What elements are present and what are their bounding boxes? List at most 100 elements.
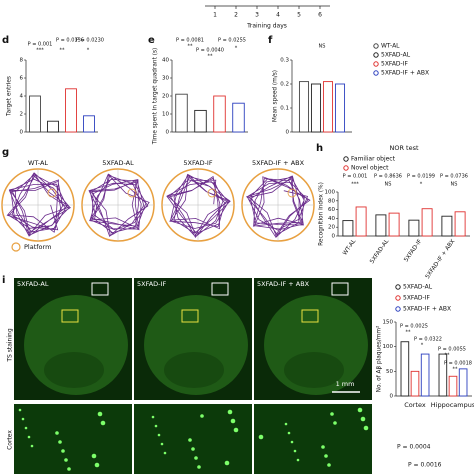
image: [14, 404, 132, 474]
y-tick-label: 0.2: [280, 82, 289, 88]
scale-bar-label: 1 mm: [336, 380, 355, 388]
platform-icon: [11, 242, 21, 252]
y-axis-label: Recognition index (%): [319, 182, 325, 246]
y-tick-label: 100: [383, 344, 394, 350]
plaque: [233, 427, 239, 433]
annotation: P = 0.0040: [196, 48, 224, 54]
x-tick-label: 5XFAD-IF + ABX: [425, 239, 457, 281]
plaque: [227, 409, 233, 415]
y-tick-label: 20: [162, 94, 169, 100]
x-tick-label: 5XFAD-AL: [369, 238, 390, 265]
panel-letter: h: [316, 143, 323, 154]
plaque: [58, 440, 62, 444]
plaque: [100, 420, 106, 426]
annotation: P = 0.001: [28, 42, 53, 48]
plaque: [258, 434, 264, 440]
row-label: TS staining: [7, 328, 14, 362]
swim-path: [166, 173, 231, 239]
bar: [29, 95, 41, 133]
legend-marker: [373, 52, 379, 58]
legend-marker: [395, 306, 401, 312]
legend-label: 5XFAD-IF: [381, 61, 408, 68]
legend-marker: [395, 295, 401, 301]
panel-letter: e: [148, 35, 155, 46]
plaque: [151, 415, 155, 419]
plaque: [94, 462, 100, 468]
y-tick-label: 30: [162, 76, 169, 82]
platform: [287, 188, 297, 198]
annotation: P = 0.0736: [440, 174, 468, 180]
plaque: [194, 456, 198, 460]
annotation: **: [406, 330, 412, 336]
x-tick-label: 1: [213, 12, 217, 19]
plaque: [64, 458, 68, 462]
plaque: [91, 453, 97, 459]
plaque: [327, 463, 331, 467]
x-tick-label: Hippocampus: [431, 401, 474, 409]
plaque: [324, 454, 328, 458]
y-tick-label: 8: [20, 58, 24, 64]
annotation: **: [208, 54, 214, 60]
plaque: [224, 460, 230, 466]
image-label: 5XFAD-IF: [183, 159, 212, 167]
y-axis-label: Time spent in target quadrant (s): [153, 48, 159, 146]
x-tick-label: Cortex: [404, 401, 426, 409]
panel-letter: g: [2, 147, 9, 158]
bar: [355, 206, 367, 237]
bar: [388, 212, 400, 237]
y-tick-label: 0.1: [280, 106, 289, 112]
plaque: [188, 438, 192, 442]
y-tick-label: 4: [20, 94, 24, 100]
annotation: NS: [385, 182, 392, 188]
plaque: [197, 465, 201, 469]
x-tick-label: 4: [276, 12, 280, 19]
bar: [47, 120, 59, 133]
plaque: [30, 444, 34, 448]
bar: [400, 341, 410, 397]
bar: [410, 370, 420, 397]
swim-path: [6, 172, 72, 237]
annotation: P = 0.001: [343, 174, 368, 180]
image-label: 5XFAD-IF: [137, 280, 166, 288]
image-label: 5XFAD-IF + ABX: [257, 280, 310, 288]
legend-label: 5XFAD-IF + ABX: [403, 306, 451, 313]
brain-region: [44, 352, 104, 388]
plaque: [18, 408, 22, 412]
annotation: NS: [451, 182, 458, 188]
bar: [213, 95, 226, 133]
plaque: [293, 449, 297, 453]
annotation: ***: [36, 48, 44, 54]
y-axis-label: Mean speed (m/s): [273, 70, 279, 122]
x-tick-label: 5XFAD-IF: [404, 239, 424, 264]
image-label: 5XFAD-IF + ABX: [252, 159, 305, 167]
legend-marker: [373, 70, 379, 76]
bar: [334, 83, 346, 133]
annotation: P = 0.0055: [438, 347, 466, 353]
y-tick-label: 50: [386, 369, 393, 375]
y-tick-label: 0: [390, 394, 394, 400]
annotation: P = 0.0081: [176, 38, 204, 44]
y-tick-label: 60: [328, 207, 335, 213]
roi-box: [301, 309, 319, 323]
platform: [207, 188, 217, 198]
bar: [83, 115, 95, 133]
legend-marker: [373, 43, 379, 49]
bar: [448, 375, 458, 397]
plaque: [200, 414, 204, 418]
annotation: ***: [351, 182, 359, 188]
annotation: **: [445, 353, 451, 359]
y-tick-label: 0.3: [280, 58, 289, 64]
legend-label: 5XFAD-AL: [403, 284, 433, 291]
plaque: [61, 449, 65, 453]
bar: [65, 88, 77, 133]
bar: [298, 81, 310, 133]
plaque: [284, 422, 288, 426]
x-tick-label: 3: [255, 12, 259, 19]
y-tick-label: 20: [328, 225, 335, 231]
swim-path: [88, 173, 150, 238]
legend-marker: [343, 165, 349, 171]
bar: [375, 214, 387, 237]
plaque: [67, 467, 71, 471]
plaque: [321, 445, 325, 449]
y-tick-label: 0: [166, 130, 170, 136]
